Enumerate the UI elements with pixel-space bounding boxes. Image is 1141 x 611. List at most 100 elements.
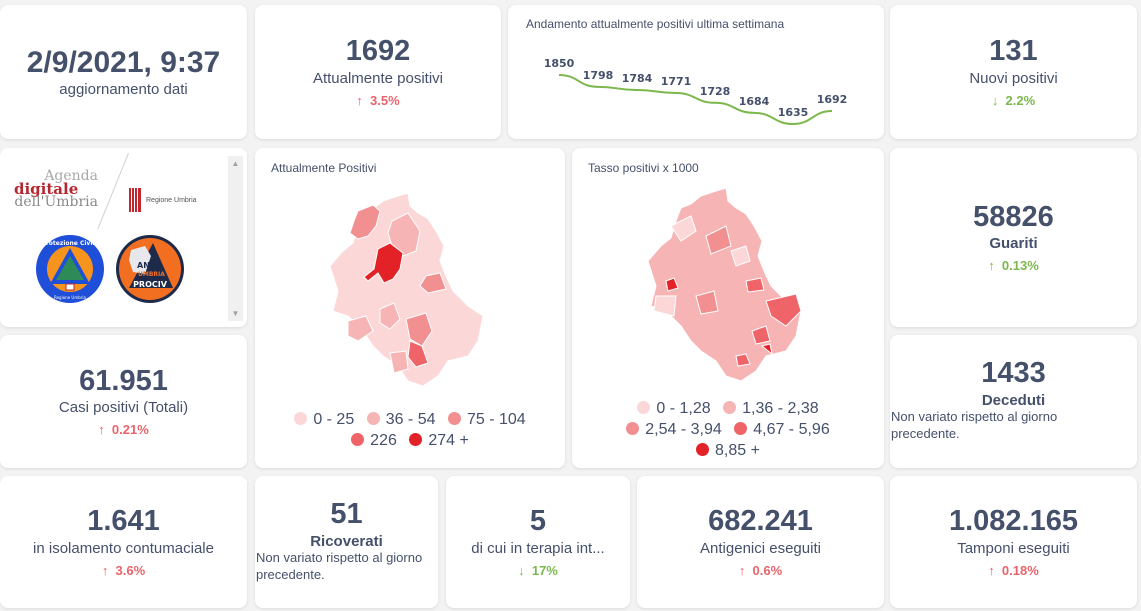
ricoverati-value: 51	[330, 498, 363, 530]
trend-line	[558, 74, 833, 126]
arrow-up-icon: ↑	[738, 562, 746, 578]
regione-umbria-emblem-icon	[129, 188, 141, 212]
legend-dot-icon	[351, 433, 365, 446]
antigenici-label: Antigenici eseguiti	[700, 539, 821, 557]
isolamento-label: in isolamento contumaciale	[33, 539, 214, 557]
legend-dot-icon	[409, 433, 423, 446]
legend-item: 226	[351, 430, 397, 451]
guariti-delta: ↑ 0.13%	[988, 258, 1039, 273]
attualmente-positivi-card: 1692 Attualmente positivi ↑ 3.5%	[255, 5, 501, 139]
attualmente-positivi-delta: ↑ 3.5%	[356, 93, 399, 108]
isolamento-value: 1.641	[87, 505, 160, 538]
guariti-card: 58826 Guariti ↑ 0.13%	[890, 148, 1137, 327]
arrow-up-icon: ↑	[988, 562, 995, 578]
nuovi-positivi-card: 131 Nuovi positivi ↓ 2.2%	[890, 5, 1137, 139]
logo-divider	[97, 153, 129, 230]
tamponi-delta: ↑ 0.18%	[988, 563, 1039, 578]
map-tasso-legend: 0 - 1,28 1,36 - 2,38 2,54 - 3,94 4,67 - …	[572, 398, 884, 461]
legend-dot-icon	[723, 401, 737, 414]
anci-umbria-prociv-logo: ANCI UMBRIA PROCIV	[116, 235, 184, 303]
deceduti-card: 1433 Deceduti Non variato rispetto al gi…	[890, 335, 1137, 468]
tamponi-value: 1.082.165	[948, 505, 1078, 538]
deceduti-label: Deceduti	[981, 391, 1046, 409]
trend-chart-title: Andamento attualmente positivi ultima se…	[526, 17, 785, 31]
guariti-label: Guariti	[989, 235, 1038, 253]
casi-totali-value: 61.951	[79, 364, 168, 397]
terapia-label: di cui in terapia int...	[471, 539, 605, 557]
delta-value: 3.6%	[115, 562, 146, 578]
map-positivi-legend: 0 - 25 36 - 54 75 - 104 226 274 +	[255, 409, 565, 451]
svg-text:ANCI: ANCI	[137, 261, 159, 270]
legend-dot-icon	[637, 401, 651, 414]
arrow-down-icon: ↓	[991, 92, 999, 108]
legend-dot-icon	[696, 443, 710, 456]
svg-text:Protezione Civile: Protezione Civile	[41, 240, 98, 247]
nuovi-positivi-delta: ↓ 2.2%	[992, 93, 1035, 108]
update-card: 2/9/2021, 9:37 aggiornamento dati	[0, 5, 247, 139]
ricoverati-label: Ricoverati	[310, 532, 383, 550]
protezione-civile-logo: Protezione Civile Regione Umbria	[36, 235, 104, 303]
tamponi-card: 1.082.165 Tamponi eseguiti ↑ 0.18%	[890, 476, 1137, 608]
delta-value: 0.13%	[1001, 258, 1039, 274]
delta-value: 3.5%	[370, 92, 400, 108]
legend-dot-icon	[366, 412, 380, 425]
agenda-digitale-logo: Agenda digitale dell'Umbria	[14, 168, 98, 210]
isolamento-card: 1.641 in isolamento contumaciale ↑ 3.6%	[0, 476, 247, 608]
trend-data-label: 1692	[817, 93, 848, 106]
attualmente-positivi-value: 1692	[345, 35, 411, 68]
regione-umbria-logo: Regione Umbria	[129, 188, 197, 212]
map-tasso-card: Tasso positivi x 1000 0 - 1,28 1,36 - 2,…	[572, 148, 884, 468]
antigenici-value: 682.241	[708, 505, 813, 538]
guariti-value: 58826	[973, 200, 1054, 233]
legend-item: 274 +	[409, 430, 469, 451]
arrow-up-icon: ↑	[356, 92, 363, 108]
trend-data-label: 1684	[739, 95, 770, 108]
trend-data-label: 1771	[661, 75, 692, 88]
trend-data-label: 1850	[544, 57, 575, 70]
legend-item: 4,67 - 5,96	[734, 419, 830, 440]
delta-value: 0.18%	[1001, 562, 1039, 578]
scroll-down-icon[interactable]: ▼	[231, 309, 240, 318]
legend-item: 75 - 104	[447, 409, 526, 430]
antigenici-delta: ↑ 0.6%	[739, 563, 782, 578]
terapia-value: 5	[529, 505, 547, 538]
arrow-down-icon: ↓	[518, 562, 525, 578]
delta-value: 17%	[531, 562, 558, 578]
svg-text:UMBRIA: UMBRIA	[138, 271, 165, 278]
isolamento-delta: ↑ 3.6%	[102, 563, 145, 578]
trend-data-label: 1728	[700, 85, 731, 98]
attualmente-positivi-label: Attualmente positivi	[312, 69, 444, 87]
legend-dot-icon	[626, 422, 640, 435]
legend-dot-icon	[447, 412, 461, 425]
legend-dot-icon	[734, 422, 748, 435]
deceduti-value: 1433	[981, 357, 1046, 389]
legend-item: 2,54 - 3,94	[626, 419, 722, 440]
logos-scrollbar[interactable]: ▲ ▼	[228, 156, 243, 321]
logos-card: Agenda digitale dell'Umbria Regione Umbr…	[0, 148, 247, 327]
legend-item: 36 - 54	[366, 409, 436, 430]
umbria-map-tasso[interactable]	[646, 186, 806, 386]
svg-text:PROCIV: PROCIV	[133, 280, 168, 289]
ricoverati-note: Non variato rispetto al giorno precedent…	[256, 549, 423, 582]
map-positivi-title: Attualmente Positivi	[271, 161, 377, 175]
trend-data-label: 1784	[622, 72, 653, 85]
antigenici-card: 682.241 Antigenici eseguiti ↑ 0.6%	[637, 476, 884, 608]
terapia-card: 5 di cui in terapia int... ↓ 17%	[446, 476, 630, 608]
trend-data-label: 1798	[583, 69, 614, 82]
arrow-up-icon: ↑	[988, 258, 995, 274]
legend-item: 8,85 +	[696, 440, 760, 461]
legend-item: 1,36 - 2,38	[723, 398, 819, 419]
delta-value: 0.6%	[752, 562, 783, 578]
svg-text:Regione Umbria: Regione Umbria	[54, 295, 87, 300]
casi-totali-card: 61.951 Casi positivi (Totali) ↑ 0.21%	[0, 335, 247, 468]
nuovi-positivi-label: Nuovi positivi	[969, 69, 1058, 87]
casi-totali-label: Casi positivi (Totali)	[58, 399, 189, 417]
legend-item: 0 - 1,28	[637, 398, 711, 419]
legend-dot-icon	[294, 412, 308, 425]
scroll-up-icon[interactable]: ▲	[231, 159, 240, 168]
delta-value: 0.21%	[111, 422, 149, 438]
update-label: aggiornamento dati	[59, 81, 188, 98]
umbria-map-positivi[interactable]	[328, 191, 488, 391]
map-tasso-title: Tasso positivi x 1000	[588, 161, 699, 175]
arrow-up-icon: ↑	[101, 562, 109, 578]
